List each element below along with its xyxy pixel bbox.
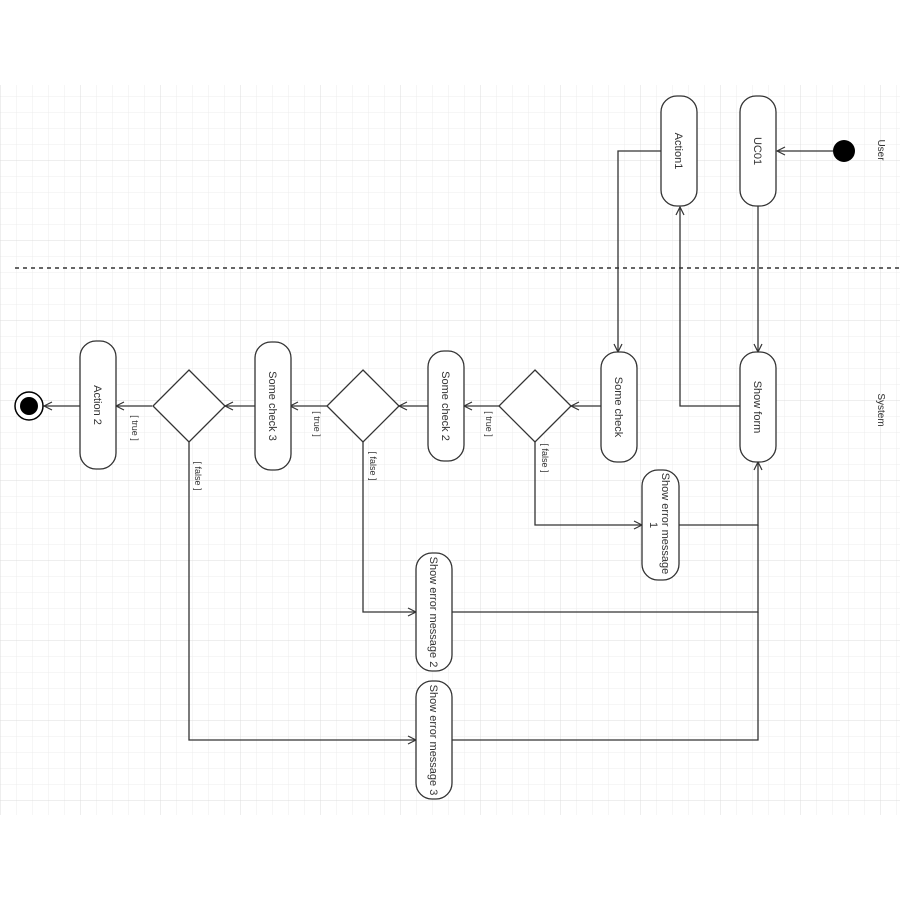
action-action2[interactable]: Action 2 (79, 340, 117, 470)
action-show-error-2[interactable]: Show error message 2 (415, 552, 453, 672)
guard-true-1: [ true ] (484, 411, 494, 437)
action-show-form[interactable]: Show form (739, 351, 777, 463)
edges (44, 151, 833, 740)
action-some-check[interactable]: Some check (600, 351, 638, 463)
edge-error-3-to-show-form (452, 612, 759, 741)
action-show-error-1-label: Show error message 1 (647, 473, 671, 578)
action-action1[interactable]: Action1 (660, 95, 698, 207)
edge-decision-3-false (188, 442, 416, 740)
action-show-error-2-label: Show error message 2 (427, 557, 439, 668)
action-uc01[interactable]: UC01 (739, 95, 777, 207)
decision-node-1[interactable] (498, 369, 572, 443)
lane-label-system: System (875, 393, 886, 426)
guard-false-3: [ false ] (193, 461, 203, 490)
guard-true-3: [ true ] (130, 415, 140, 441)
action-show-error-1[interactable]: Show error message 1 (641, 469, 680, 581)
action-show-error-3-label: Show error message 3 (427, 685, 439, 796)
action-some-check-label: Some check (612, 377, 624, 438)
action-action2-label: Action 2 (91, 385, 103, 425)
action-show-error-3[interactable]: Show error message 3 (415, 680, 453, 800)
guard-false-1: [ false ] (540, 443, 550, 472)
guard-true-2: [ true ] (312, 411, 322, 437)
action-show-form-label: Show form (751, 381, 763, 434)
action-show-error-1-line2: 1 (647, 522, 659, 528)
action-some-check-2[interactable]: Some check 2 (427, 350, 465, 462)
edge-show-form-to-action1 (680, 207, 740, 407)
lane-label-user: User (875, 139, 886, 161)
decision-node-3[interactable] (152, 369, 226, 443)
edge-decision-1-false (534, 442, 642, 525)
final-node (14, 391, 44, 421)
action-action1-label: Action1 (672, 133, 684, 170)
edge-decision-2-false (362, 442, 416, 612)
action-some-check-3[interactable]: Some check 3 (254, 341, 292, 471)
guard-false-2: [ false ] (368, 451, 378, 480)
edge-action1-to-some-check (618, 150, 661, 352)
action-show-error-1-line1: Show error message (659, 473, 671, 575)
initial-node (833, 140, 855, 162)
action-uc01-label: UC01 (751, 137, 763, 165)
action-some-check-3-label: Some check 3 (266, 371, 278, 441)
decision-node-2[interactable] (326, 369, 400, 443)
action-some-check-2-label: Some check 2 (439, 371, 451, 441)
